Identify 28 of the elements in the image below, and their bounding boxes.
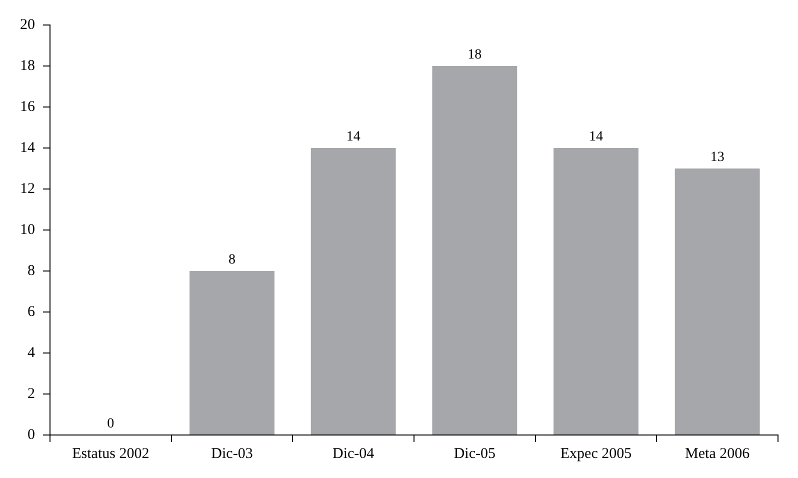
- x-tick-label: Meta 2006: [685, 446, 750, 462]
- bar: [310, 148, 396, 434]
- x-tick-label: Expec 2005: [560, 446, 632, 462]
- y-tick-label: 8: [28, 262, 35, 279]
- data-label: 0: [107, 416, 114, 432]
- y-tick-label: 18: [20, 58, 35, 74]
- data-label: 18: [468, 48, 482, 63]
- x-tick-label: Dic-03: [211, 446, 253, 462]
- data-label: 13: [710, 150, 724, 166]
- bar: [674, 168, 760, 434]
- y-tick-label: 20: [20, 16, 35, 33]
- y-tick-label: 10: [20, 222, 35, 238]
- y-tick-label: 14: [20, 140, 36, 156]
- x-tick-label: Estatus 2002: [72, 446, 150, 462]
- data-label: 14: [589, 130, 603, 145]
- bar: [190, 271, 274, 434]
- y-tick-label: 2: [28, 386, 35, 402]
- data-label: 8: [228, 252, 236, 268]
- x-tick-label: Dic-05: [454, 446, 496, 462]
- y-tick-label: 12: [20, 180, 35, 197]
- x-tick-label: Dic-04: [332, 446, 375, 462]
- y-tick-label: 0: [28, 426, 35, 443]
- data-label: 14: [346, 130, 360, 145]
- y-tick-label: 6: [28, 304, 36, 320]
- bar: [554, 148, 638, 434]
- y-tick-label: 4: [28, 344, 36, 361]
- y-tick-label: 16: [20, 98, 36, 115]
- bar: [432, 66, 518, 434]
